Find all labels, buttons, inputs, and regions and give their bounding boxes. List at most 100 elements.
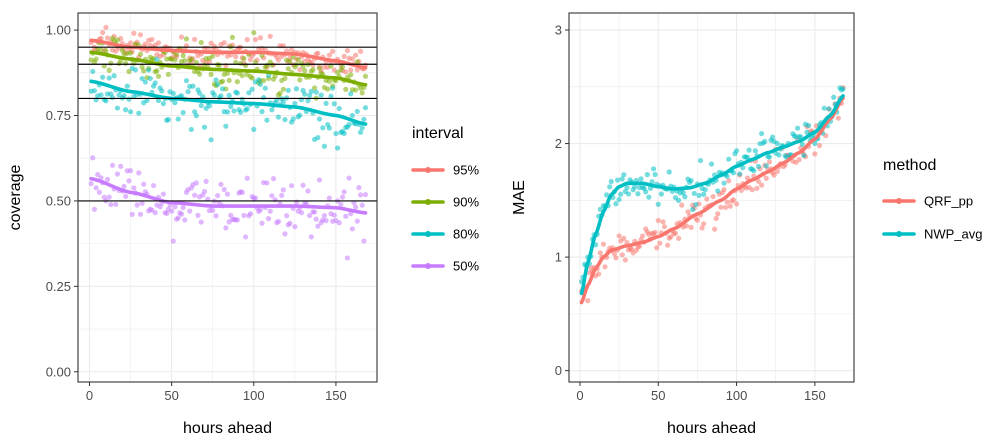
data-point <box>643 189 649 195</box>
data-point <box>190 83 196 89</box>
data-point <box>318 92 324 98</box>
data-point <box>688 177 694 184</box>
data-point <box>657 240 663 246</box>
data-point <box>763 163 769 169</box>
data-point <box>597 206 603 212</box>
data-point <box>252 36 259 43</box>
data-point <box>297 112 303 118</box>
data-point <box>183 78 190 84</box>
data-point <box>103 47 109 54</box>
data-point <box>362 73 369 79</box>
data-point <box>180 53 186 59</box>
y-axis-title: MAE <box>511 180 528 215</box>
data-point <box>302 68 308 74</box>
data-point <box>336 220 342 226</box>
data-point <box>95 171 101 178</box>
data-point <box>680 190 686 196</box>
y-tick-label: 0.25 <box>46 279 71 294</box>
smooth-line <box>579 96 845 305</box>
data-point <box>152 210 158 216</box>
legend-title: method <box>883 157 936 174</box>
data-point <box>762 138 768 144</box>
data-point <box>226 77 232 84</box>
data-point <box>285 66 291 72</box>
data-point <box>172 204 178 210</box>
data-point <box>344 255 351 261</box>
data-point <box>353 204 359 210</box>
data-point <box>242 234 249 240</box>
data-point <box>104 35 111 41</box>
smooth-line <box>579 94 845 296</box>
data-point <box>201 124 208 130</box>
data-point <box>247 211 254 217</box>
data-point <box>208 137 214 143</box>
data-point <box>613 255 619 261</box>
data-point <box>348 72 354 78</box>
data-point <box>172 57 178 63</box>
data-point <box>302 91 308 97</box>
data-point <box>331 101 337 107</box>
data-point <box>326 78 332 84</box>
data-point <box>123 60 129 66</box>
data-point <box>111 73 117 79</box>
data-point <box>326 195 332 201</box>
data-point <box>755 163 762 169</box>
data-point <box>293 199 300 205</box>
legend-title: interval <box>412 125 464 142</box>
data-point <box>292 224 298 230</box>
x-tick-label: 100 <box>726 388 748 403</box>
data-point <box>279 192 285 198</box>
legend-key-point <box>425 199 431 205</box>
data-point <box>219 78 226 84</box>
data-point <box>348 67 354 73</box>
data-point <box>812 140 818 147</box>
data-point <box>205 45 211 51</box>
data-point <box>146 67 152 73</box>
data-point <box>749 187 755 193</box>
data-point <box>349 112 355 119</box>
data-point <box>650 166 657 172</box>
data-point <box>621 235 627 241</box>
data-point <box>224 109 231 115</box>
data-point <box>343 86 349 92</box>
data-point <box>229 34 236 40</box>
data-point <box>265 216 272 222</box>
legend-key-point <box>425 263 431 269</box>
data-point <box>282 117 288 123</box>
data-point <box>614 177 621 183</box>
data-point <box>170 238 176 244</box>
data-point <box>334 145 341 151</box>
data-point <box>165 117 171 123</box>
data-point <box>346 175 352 181</box>
data-point <box>774 168 780 175</box>
data-point <box>730 197 737 203</box>
data-point <box>715 211 721 217</box>
data-point <box>336 105 342 112</box>
data-point <box>180 109 186 116</box>
data-point <box>354 67 360 73</box>
data-point <box>114 171 121 177</box>
data-point <box>228 103 234 110</box>
data-point <box>147 75 153 82</box>
data-point <box>362 191 369 198</box>
data-point <box>349 56 355 62</box>
data-point <box>726 178 732 184</box>
data-point <box>223 123 229 129</box>
data-point <box>160 101 167 107</box>
data-point <box>339 194 346 200</box>
legend-label: 95% <box>453 163 479 178</box>
data-point <box>104 176 111 182</box>
data-point <box>154 56 160 62</box>
data-point <box>715 188 721 194</box>
data-point <box>697 157 704 164</box>
data-point <box>652 171 658 178</box>
data-point <box>330 48 336 54</box>
data-point <box>264 117 270 123</box>
data-point <box>298 210 305 216</box>
legend-label: QRF_pp <box>924 194 973 209</box>
data-point <box>131 185 137 191</box>
data-point <box>127 168 134 174</box>
smooth-line <box>89 50 368 87</box>
data-point <box>280 99 286 105</box>
data-point <box>150 182 157 189</box>
